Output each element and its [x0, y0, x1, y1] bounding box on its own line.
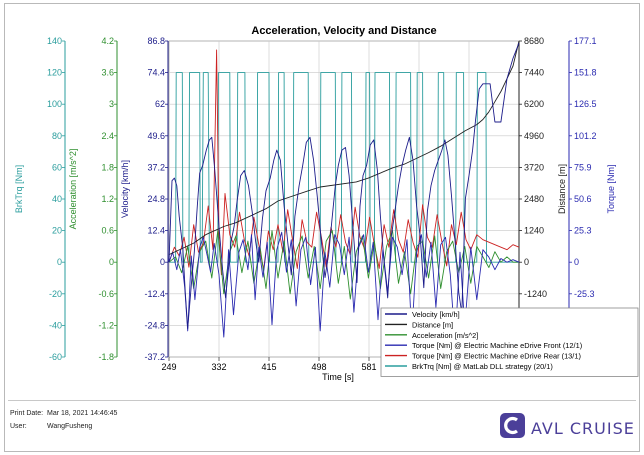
legend-label: Acceleration [m/s^2] — [412, 331, 478, 340]
y-tick-label-torque: 0 — [574, 257, 579, 267]
legend-label: Torque [Nm] @ Electric Machine eDrive Fr… — [412, 341, 582, 350]
y-tick-label-torque: -25.3 — [574, 289, 595, 299]
footer-divider — [8, 400, 636, 401]
y-tick-label-acc: 4.2 — [101, 36, 114, 46]
y-tick-label-vel: -37.2 — [144, 352, 165, 362]
print-date-label: Print Date: — [10, 410, 44, 417]
user-value: WangFusheng — [47, 423, 93, 430]
x-tick-label: 498 — [311, 362, 326, 372]
y-tick-label-vel: -12.4 — [144, 289, 165, 299]
series-line-3 — [168, 231, 520, 344]
y-tick-label-brk: 40 — [52, 194, 62, 204]
y-axis-title-acc: Acceleration [m/s^2] — [68, 149, 78, 230]
y-tick-label-brk: 60 — [52, 162, 62, 172]
y-tick-label-dist: 1240 — [524, 226, 544, 236]
y-tick-label-acc: 0 — [109, 257, 114, 267]
y-tick-label-brk: 80 — [52, 131, 62, 141]
y-axis-title-brk: BrkTrq [Nm] — [14, 165, 24, 213]
y-axis-title-dist: Distance [m] — [557, 164, 567, 214]
y-tick-label-acc: 1.8 — [101, 162, 114, 172]
x-tick-label: 415 — [261, 362, 276, 372]
y-tick-label-dist: 6200 — [524, 99, 544, 109]
y-axis-title-torque: Torque [Nm] — [606, 164, 616, 213]
legend-box — [380, 307, 639, 377]
series-line-1 — [168, 40, 520, 256]
brand-name: AVL CRUISE — [531, 419, 635, 438]
x-axis-label: Time [s] — [322, 372, 354, 382]
y-tick-label-vel: 49.6 — [147, 131, 165, 141]
legend-label: Velocity [km/h] — [412, 310, 460, 319]
y-tick-label-dist: 3720 — [524, 162, 544, 172]
legend-label: Torque [Nm] @ Electric Machine eDrive Re… — [412, 352, 581, 361]
y-tick-label-torque: 25.3 — [574, 226, 592, 236]
y-tick-label-vel: 74.4 — [147, 68, 165, 78]
legend-label: Distance [m] — [412, 320, 453, 329]
series-line-0 — [168, 42, 520, 329]
y-tick-label-dist: 7440 — [524, 68, 544, 78]
y-tick-label-vel: 12.4 — [147, 226, 165, 236]
y-tick-label-brk: 20 — [52, 226, 62, 236]
y-tick-label-torque: 50.6 — [574, 194, 592, 204]
y-tick-label-torque: 126.5 — [574, 99, 597, 109]
legend-label: BrkTrq [Nm] @ MatLab DLL strategy (20/1) — [412, 362, 553, 371]
y-tick-label-acc: 3 — [109, 99, 114, 109]
y-tick-label-brk: 100 — [47, 99, 62, 109]
user-label: User: — [10, 423, 27, 430]
y-tick-label-vel: 62 — [155, 99, 165, 109]
y-tick-label-torque: 177.1 — [574, 36, 597, 46]
y-tick-label-acc: -0.6 — [98, 289, 114, 299]
y-tick-label-dist: 2480 — [524, 194, 544, 204]
print-date-value: Mar 18, 2021 14:46:45 — [47, 410, 118, 417]
y-tick-label-dist: 8680 — [524, 36, 544, 46]
y-tick-label-dist: -1240 — [524, 289, 547, 299]
y-tick-label-acc: 3.6 — [101, 68, 114, 78]
y-tick-label-acc: -1.2 — [98, 320, 114, 330]
y-tick-label-vel: 0 — [160, 257, 165, 267]
y-tick-label-brk: 140 — [47, 36, 62, 46]
y-axis-title-vel: Velocity [km/h] — [120, 160, 130, 218]
y-tick-label-acc: 2.4 — [101, 131, 114, 141]
chart-title: Acceleration, Velocity and Distance — [251, 25, 436, 37]
chart-frame — [4, 3, 640, 452]
y-tick-label-torque: 101.2 — [574, 131, 597, 141]
x-tick-label: 332 — [211, 362, 226, 372]
series-line-5 — [169, 72, 519, 263]
y-tick-label-torque: 75.9 — [574, 162, 592, 172]
y-tick-label-vel: 86.8 — [147, 36, 165, 46]
y-tick-label-torque: 151.8 — [574, 68, 597, 78]
y-tick-label-vel: -24.8 — [144, 320, 165, 330]
x-tick-label: 249 — [161, 362, 176, 372]
y-tick-label-brk: -20 — [49, 289, 62, 299]
y-tick-label-dist: 0 — [524, 257, 529, 267]
series-line-4 — [168, 49, 520, 276]
y-tick-label-acc: 0.6 — [101, 226, 114, 236]
x-tick-label: 581 — [361, 362, 376, 372]
y-tick-label-vel: 37.2 — [147, 162, 165, 172]
y-tick-label-brk: 0 — [57, 257, 62, 267]
y-tick-label-brk: -40 — [49, 320, 62, 330]
y-tick-label-acc: -1.8 — [98, 352, 114, 362]
y-tick-label-vel: 24.8 — [147, 194, 165, 204]
y-tick-label-brk: 120 — [47, 68, 62, 78]
y-tick-label-acc: 1.2 — [101, 194, 114, 204]
avl-logo-icon — [500, 413, 525, 438]
y-tick-label-brk: -60 — [49, 352, 62, 362]
y-tick-label-dist: 4960 — [524, 131, 544, 141]
